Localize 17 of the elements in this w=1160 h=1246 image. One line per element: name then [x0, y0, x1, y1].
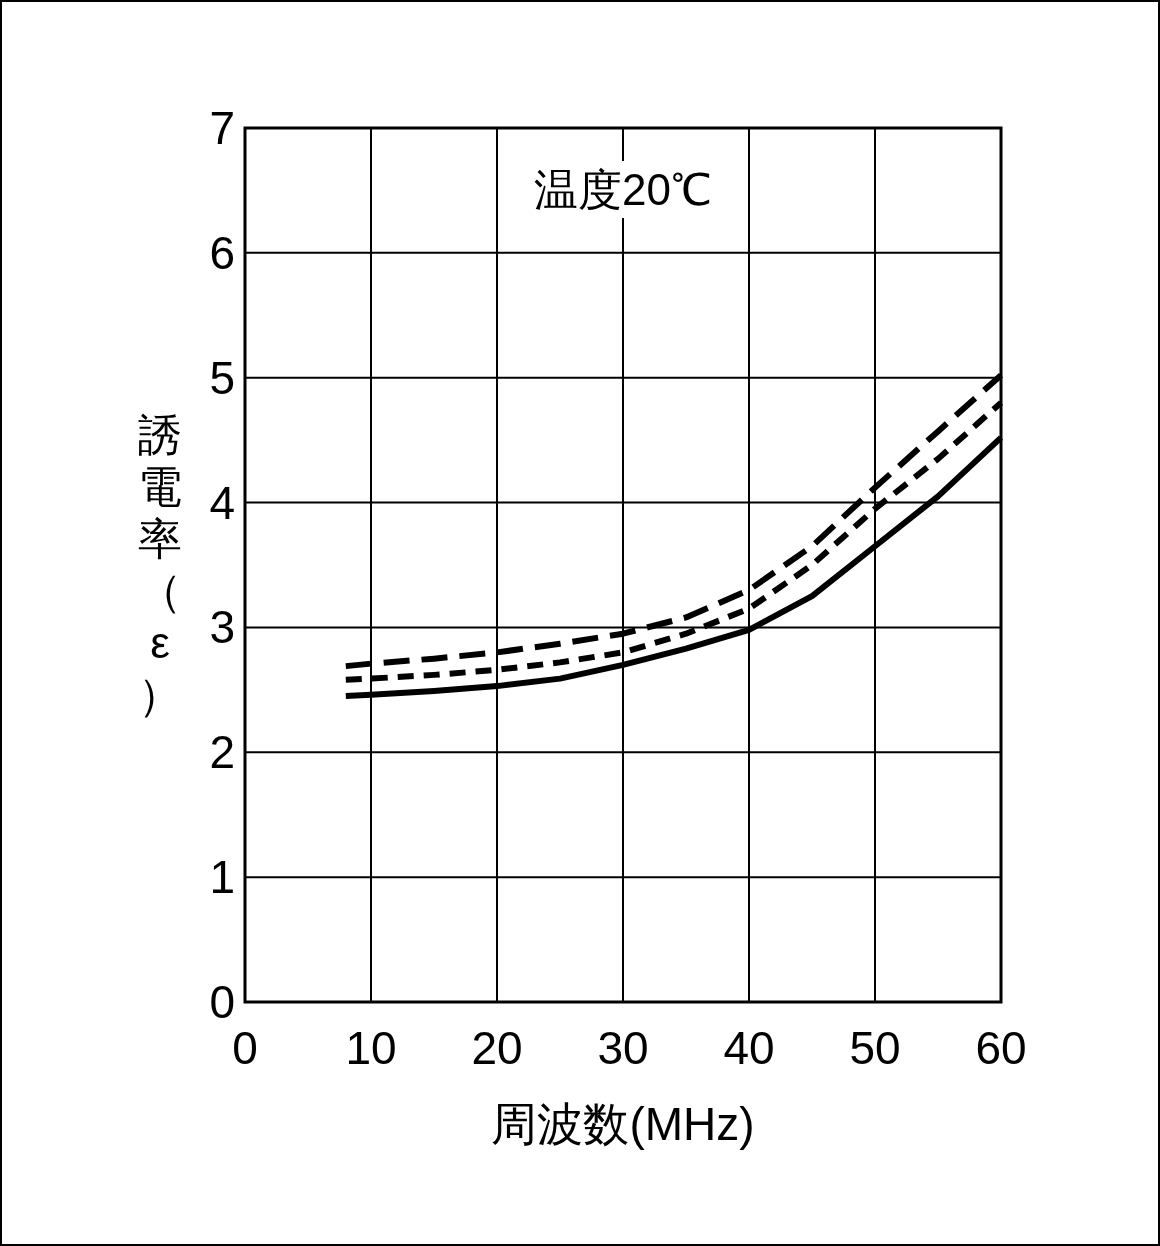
y-tick-label: 4 — [209, 476, 235, 529]
y-tick-label: 3 — [209, 601, 235, 654]
y-tick-label: 5 — [209, 351, 235, 404]
x-tick-label: 60 — [975, 1022, 1027, 1074]
x-tick-label: 10 — [345, 1022, 397, 1074]
y-tick-label: 0 — [209, 976, 235, 1028]
x-axis-title: 周波数(MHz) — [491, 1098, 755, 1150]
x-tick-label: 20 — [471, 1022, 523, 1074]
y-tick-label: 2 — [209, 726, 235, 779]
y-tick-label: 7 — [209, 102, 235, 154]
x-tick-label: 40 — [723, 1022, 775, 1074]
y-tick-label: 6 — [209, 226, 235, 279]
x-tick-label: 50 — [849, 1022, 901, 1074]
y-axis-title: 誘電率（ε） — [138, 410, 182, 719]
x-tick-label: 30 — [597, 1022, 649, 1074]
y-tick-label: 1 — [209, 851, 235, 904]
text: 温度20℃ — [534, 165, 712, 214]
